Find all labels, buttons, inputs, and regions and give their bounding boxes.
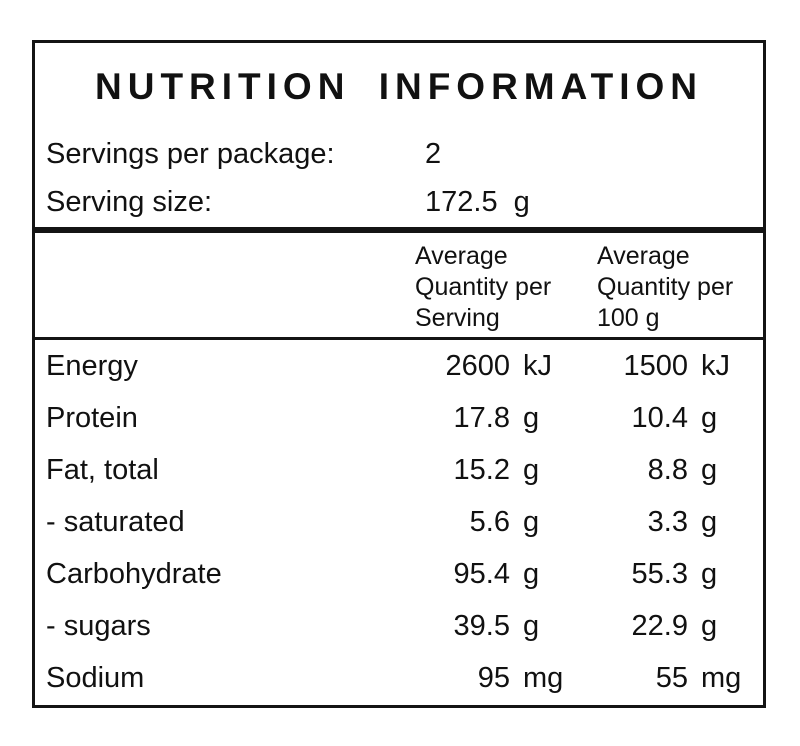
per-serving-unit: g — [523, 609, 540, 642]
column-headers: Average Quantity per Serving Average Qua… — [35, 233, 763, 337]
panel-title: NUTRITION INFORMATION — [95, 66, 703, 107]
per-100g-unit: g — [701, 505, 718, 538]
nutrient-name: - saturated — [46, 505, 185, 538]
nutrient-row: Sodium 95 mg 55 mg — [35, 652, 763, 704]
per-100g-unit: kJ — [701, 349, 730, 382]
per-100g-value: 22.9 — [631, 609, 688, 642]
per-100g-column-header: Average Quantity per 100 g — [597, 241, 734, 332]
nutrient-name: Carbohydrate — [46, 557, 222, 590]
per-100g-unit: g — [701, 609, 718, 642]
per-serving-value: 15.2 — [453, 453, 510, 486]
servings-per-package-row: Servings per package: 2 — [35, 131, 763, 177]
per-100g-value: 10.4 — [631, 401, 688, 434]
nutrient-row: Fat, total 15.2 g 8.8 g — [35, 444, 763, 496]
nutrient-table: Energy 2600 kJ 1500 kJ Protein 17.8 g 10… — [35, 340, 763, 704]
nutrient-name: - sugars — [46, 609, 151, 642]
per-100g-value: 55 — [655, 661, 688, 694]
per-100g-unit: g — [701, 401, 718, 434]
per-serving-unit: g — [523, 505, 540, 538]
nutrient-row: Protein 17.8 g 10.4 g — [35, 392, 763, 444]
per-100g-value: 1500 — [623, 349, 688, 382]
per-serving-value: 39.5 — [453, 609, 510, 642]
panel-header: NUTRITION INFORMATION — [35, 43, 763, 131]
per-100g-unit: g — [701, 557, 718, 590]
per-serving-unit: g — [523, 557, 540, 590]
nutrient-name: Fat, total — [46, 453, 159, 486]
nutrient-row: Energy 2600 kJ 1500 kJ — [35, 340, 763, 392]
per-serving-value: 95.4 — [453, 557, 510, 590]
nutrient-row: Carbohydrate 95.4 g 55.3 g — [35, 548, 763, 600]
divider-thick — [35, 227, 763, 233]
per-serving-value: 5.6 — [469, 505, 510, 538]
per-100g-unit: mg — [701, 661, 742, 694]
per-100g-value: 55.3 — [631, 557, 688, 590]
nutrient-row: - saturated 5.6 g 3.3 g — [35, 496, 763, 548]
per-serving-unit: g — [523, 401, 540, 434]
per-100g-unit: g — [701, 453, 718, 486]
per-serving-value: 17.8 — [453, 401, 510, 434]
per-serving-value: 2600 — [445, 349, 510, 382]
serving-size-label: Serving size: — [46, 185, 213, 218]
serving-size-value: 172.5 — [425, 185, 498, 218]
per-100g-value: 3.3 — [647, 505, 688, 538]
nutrient-row: - sugars 39.5 g 22.9 g — [35, 600, 763, 652]
nutrition-information-panel: NUTRITION INFORMATION Servings per packa… — [32, 40, 766, 708]
nutrient-name: Protein — [46, 401, 138, 434]
servings-per-package-label: Servings per package: — [46, 137, 335, 170]
nutrient-name: Energy — [46, 349, 138, 382]
per-serving-unit: g — [523, 453, 540, 486]
serving-size-unit: g — [513, 185, 530, 218]
serving-size-row: Serving size: 172.5 g — [35, 177, 763, 227]
per-serving-value: 95 — [477, 661, 510, 694]
per-serving-column-header: Average Quantity per Serving — [415, 241, 552, 332]
nutrient-name: Sodium — [46, 661, 145, 694]
per-100g-value: 8.8 — [647, 453, 688, 486]
per-serving-unit: kJ — [523, 349, 552, 382]
divider-medium — [35, 337, 763, 340]
servings-per-package-value: 2 — [425, 137, 442, 170]
per-serving-unit: mg — [523, 661, 564, 694]
